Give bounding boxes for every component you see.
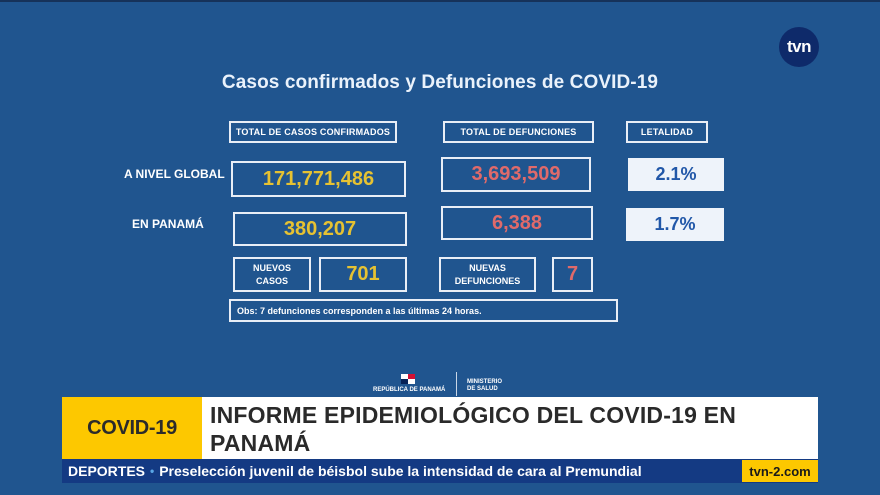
panama-flag-icon <box>401 374 415 384</box>
headline-line2: PANAMÁ <box>210 430 311 456</box>
row-label-global: A NIVEL GLOBAL <box>124 167 225 181</box>
channel-url: tvn-2.com <box>742 460 818 482</box>
new-cases-value: 701 <box>346 263 380 285</box>
header-total-deaths: TOTAL DE DEFUNCIONES <box>443 121 594 143</box>
header-lethality-label: LETALIDAD <box>640 127 694 137</box>
header-total-cases-label: TOTAL DE CASOS CONFIRMADOS <box>235 127 391 137</box>
lower-third-tag: COVID-19 <box>62 397 202 459</box>
panama-cases-value: 380,207 <box>283 217 357 240</box>
panama-lethality-box: 1.7% <box>626 208 724 241</box>
ministry-label: MINISTERIO DE SALUD <box>467 379 502 393</box>
row-label-panama: EN PANAMÁ <box>132 217 204 231</box>
new-cases-label-box: NUEVOS CASOS <box>233 257 311 292</box>
headline-line1: INFORME EPIDEMIOLÓGICO DEL COVID-19 EN <box>210 402 737 428</box>
slide-title: Casos confirmados y Defunciones de COVID… <box>221 72 659 93</box>
header-total-deaths-label: TOTAL DE DEFUNCIONES <box>460 127 577 137</box>
new-cases-value-box: 701 <box>319 257 407 292</box>
top-edge-line <box>0 0 880 2</box>
global-deaths-value: 3,693,509 <box>471 163 561 185</box>
new-deaths-label-line2: DEFUNCIONES <box>454 275 521 286</box>
new-deaths-label-box: NUEVAS DEFUNCIONES <box>439 257 536 292</box>
global-lethality-box: 2.1% <box>628 158 724 191</box>
header-total-cases: TOTAL DE CASOS CONFIRMADOS <box>229 121 397 143</box>
republic-label: REPÚBLICA DE PANAMÁ <box>373 387 446 393</box>
global-cases-value: 171,771,486 <box>262 167 375 190</box>
lower-third-headline: INFORME EPIDEMIOLÓGICO DEL COVID-19 EN P… <box>202 397 818 459</box>
ministry-line2: DE SALUD <box>467 386 498 392</box>
new-cases-label-line1: NUEVOS <box>252 262 291 273</box>
ticker-category: DEPORTES <box>68 463 146 479</box>
footer-divider <box>456 372 457 396</box>
panama-cases-box: 380,207 <box>233 212 407 246</box>
global-lethality-value: 2.1% <box>655 164 697 184</box>
tvn-logo-text: tvn <box>787 37 812 56</box>
tvn-logo: tvn <box>779 27 819 67</box>
channel-url-text: tvn-2.com <box>749 463 811 479</box>
new-deaths-label-line1: NUEVAS <box>469 262 506 273</box>
ticker-story: Preselección juvenil de béisbol sube la … <box>159 463 642 479</box>
new-cases-label-line2: CASOS <box>255 275 288 286</box>
panama-deaths-value: 6,388 <box>491 211 543 234</box>
panama-lethality-value: 1.7% <box>654 214 696 234</box>
ticker-separator-icon: • <box>150 464 155 478</box>
ministry-line1: MINISTERIO <box>467 379 503 385</box>
observation-text: Obs: 7 defunciones corresponden a las úl… <box>237 305 482 316</box>
global-deaths-box: 3,693,509 <box>441 157 591 192</box>
news-ticker: DEPORTES • Preselección juvenil de béisb… <box>62 459 818 483</box>
new-deaths-value: 7 <box>566 263 579 285</box>
new-deaths-value-box: 7 <box>552 257 593 292</box>
header-lethality: LETALIDAD <box>626 121 708 143</box>
global-cases-box: 171,771,486 <box>231 161 406 197</box>
panama-deaths-box: 6,388 <box>441 206 593 240</box>
observation-box: Obs: 7 defunciones corresponden a las úl… <box>229 299 618 322</box>
lower-third-tag-text: COVID-19 <box>87 416 177 439</box>
